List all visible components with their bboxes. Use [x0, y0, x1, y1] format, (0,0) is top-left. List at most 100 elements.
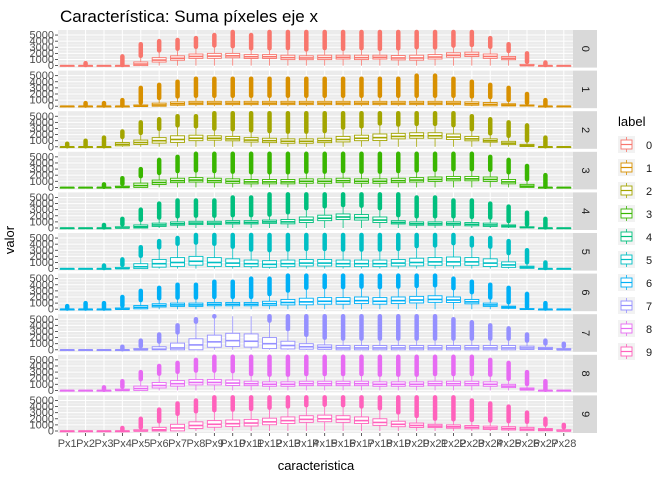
boxplot-1-Px20 [409, 73, 425, 107]
boxplot-9-Px10 [225, 395, 241, 431]
boxplot-1-Px24 [482, 82, 498, 107]
x-tick-label: Px21 [423, 438, 448, 450]
boxplot-6-Px1 [59, 303, 75, 311]
boxplot-7-Px7 [170, 323, 185, 351]
boxplot-5-Px2 [78, 267, 94, 270]
boxplot-3-Px21 [427, 151, 443, 188]
boxplot-1-Px4 [114, 97, 130, 108]
boxplot-1-Px7 [170, 79, 185, 107]
boxplot-0-Px6 [151, 38, 167, 66]
boxplot-0-Px27 [537, 60, 553, 68]
boxplot-0-Px7 [170, 37, 185, 66]
boxplot-6-Px24 [482, 282, 498, 310]
x-tick-label: Px4 [113, 438, 132, 450]
boxplot-7-Px10 [225, 316, 241, 350]
boxplot-0-Px3 [96, 64, 112, 67]
y-tick-label: 0 [48, 304, 54, 316]
boxplot-9-Px24 [482, 401, 498, 431]
facet-strip [573, 111, 597, 149]
y-tick-label: 4000 [30, 76, 54, 88]
y-tick-label: 0 [48, 141, 54, 153]
boxplot-2-Px10 [225, 110, 241, 147]
boxplot-5-Px28 [556, 267, 572, 270]
boxplot-6-Px19 [390, 273, 406, 310]
y-tick-label: 4000 [30, 320, 54, 332]
boxplot-9-Px3 [96, 430, 112, 433]
boxplot-6-Px14 [298, 273, 314, 310]
facet-strip-label: 8 [579, 371, 591, 377]
boxplot-6-Px17 [354, 273, 369, 310]
boxplot-5-Px25 [501, 238, 517, 269]
y-tick-label: 5000 [30, 273, 54, 285]
facet-strip [573, 233, 597, 271]
boxplot-2-Px3 [96, 135, 112, 149]
boxplot-1-Px16 [335, 76, 351, 107]
boxplot-9-Px16 [335, 395, 351, 431]
y-tick-label: 2000 [30, 291, 54, 303]
legend-item-6: 6 [618, 274, 652, 291]
boxplot-0-Px16 [335, 29, 351, 66]
y-tick-label: 0 [48, 101, 54, 113]
x-tick-label: Px3 [94, 438, 113, 450]
x-tick-label: Px27 [533, 438, 558, 450]
boxplot-4-Px2 [78, 227, 94, 230]
facet-strip [573, 70, 597, 109]
x-tick-label: Px13 [275, 438, 300, 450]
boxplot-3-Px16 [335, 151, 351, 188]
boxplot-3-Px1 [59, 186, 75, 189]
facet-strip-label: 2 [579, 127, 591, 133]
legend-title: label [618, 114, 646, 129]
boxplot-0-Px1 [59, 64, 75, 67]
boxplot-8-Px6 [151, 363, 167, 391]
y-tick-label: 5000 [30, 151, 54, 163]
boxplot-6-Px25 [501, 285, 517, 310]
boxplot-7-Px25 [501, 326, 517, 351]
boxplot-0-Px15 [317, 29, 333, 66]
y-tick-label: 1000 [30, 54, 54, 66]
y-axis-title: valor [2, 225, 17, 254]
boxplot-4-Px23 [464, 198, 480, 228]
boxplot-0-Px2 [78, 60, 94, 68]
boxplot-8-Px5 [133, 369, 149, 391]
legend-label: 7 [646, 301, 652, 313]
boxplot-1-Px6 [151, 82, 167, 107]
boxplot-6-Px21 [427, 273, 443, 310]
boxplot-2-Px13 [280, 110, 296, 147]
boxplot-4-Px18 [372, 192, 388, 228]
boxplot-3-Px14 [298, 151, 314, 188]
legend-item-5: 5 [618, 251, 652, 268]
x-axis-title: caracteristica [278, 458, 355, 473]
boxplot-5-Px27 [537, 260, 553, 271]
legend-item-3: 3 [618, 205, 652, 222]
boxplot-0-Px21 [427, 29, 443, 66]
boxplot-8-Px26 [519, 369, 535, 391]
boxplot-7-Px18 [372, 313, 388, 351]
boxplot-0-Px10 [225, 29, 241, 66]
boxplot-0-Px8 [188, 35, 204, 66]
boxplot-2-Px24 [482, 117, 498, 147]
boxplot-8-Px18 [372, 354, 388, 391]
boxplot-4-Px14 [298, 192, 314, 228]
boxplot-5-Px16 [335, 232, 351, 269]
boxplot-0-Px12 [262, 29, 277, 66]
boxplot-5-Px3 [96, 263, 112, 271]
boxplot-2-Px26 [519, 123, 535, 148]
boxplot-4-Px4 [114, 216, 130, 229]
boxplot-5-Px14 [298, 232, 314, 269]
boxplot-1-Px21 [427, 73, 443, 107]
boxplot-7-Px6 [151, 332, 167, 351]
boxplot-1-Px26 [519, 91, 535, 107]
boxplot-1-Px28 [556, 105, 572, 108]
boxplot-1-Px13 [280, 76, 296, 107]
boxplot-0-Px11 [243, 32, 259, 66]
y-tick-label: 4000 [30, 117, 54, 129]
boxplot-4-Px28 [556, 227, 572, 230]
y-tick-label: 3000 [30, 164, 54, 176]
boxplot-6-Px10 [225, 279, 241, 310]
y-tick-label: 5000 [30, 233, 54, 245]
boxplot-8-Px19 [390, 354, 406, 391]
x-tick-label: Px11 [239, 438, 263, 450]
boxplot-3-Px20 [409, 151, 425, 188]
y-tick-label: 0 [48, 385, 54, 397]
boxplot-7-Px9 [206, 313, 222, 350]
